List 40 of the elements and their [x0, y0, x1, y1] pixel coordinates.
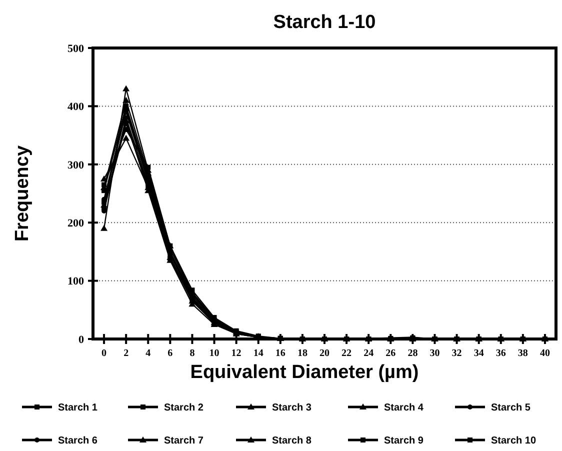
x-tick-label: 14: [253, 348, 264, 359]
x-tick-label: 16: [275, 348, 286, 359]
x-tick-label: 34: [474, 348, 484, 359]
x-tick-label: 22: [342, 348, 352, 359]
x-tick-label: 24: [364, 348, 374, 359]
y-tick-label: 200: [68, 217, 84, 230]
x-tick-label: 36: [496, 348, 506, 359]
y-tick-label: 500: [68, 42, 84, 55]
x-tick-label: 6: [168, 348, 173, 359]
x-tick-label: 8: [190, 348, 195, 359]
x-tick-label: 40: [540, 348, 550, 359]
legend-label: Starch 4: [384, 402, 424, 414]
x-tick-label: 18: [297, 348, 308, 359]
legend-label: Starch 6: [58, 436, 98, 446]
x-tick-label: 20: [320, 348, 330, 359]
x-tick-label: 26: [386, 348, 396, 359]
legend-label: Starch 2: [164, 402, 204, 414]
x-tick-label: 32: [452, 348, 462, 359]
legend-label: Starch 8: [272, 436, 312, 446]
legend-label: Starch 1: [58, 402, 98, 414]
legend-label: Starch 7: [164, 436, 204, 446]
y-tick-label: 400: [68, 101, 84, 114]
y-tick-label: 300: [68, 159, 84, 172]
chart-title: Starch 1-10: [273, 12, 376, 33]
x-axis-title: Equivalent Diameter (µm): [190, 362, 419, 383]
legend-label: Starch 10: [491, 436, 536, 446]
y-tick-label: 100: [68, 276, 84, 288]
x-tick-label: 12: [231, 348, 242, 359]
x-tick-label: 30: [430, 348, 440, 359]
x-tick-label: 10: [209, 348, 220, 359]
legend-label: Starch 3: [272, 402, 312, 414]
y-tick-label: 0: [78, 334, 84, 346]
x-tick-label: 28: [408, 348, 418, 359]
x-tick-label: 38: [518, 348, 528, 359]
legend-label: Starch 9: [384, 436, 424, 446]
x-tick-label: 4: [146, 348, 151, 359]
x-tick-label: 0: [102, 348, 107, 359]
x-tick-label: 2: [124, 348, 129, 359]
legend-label: Starch 5: [491, 402, 531, 414]
y-axis-title: Frequency: [12, 145, 33, 242]
